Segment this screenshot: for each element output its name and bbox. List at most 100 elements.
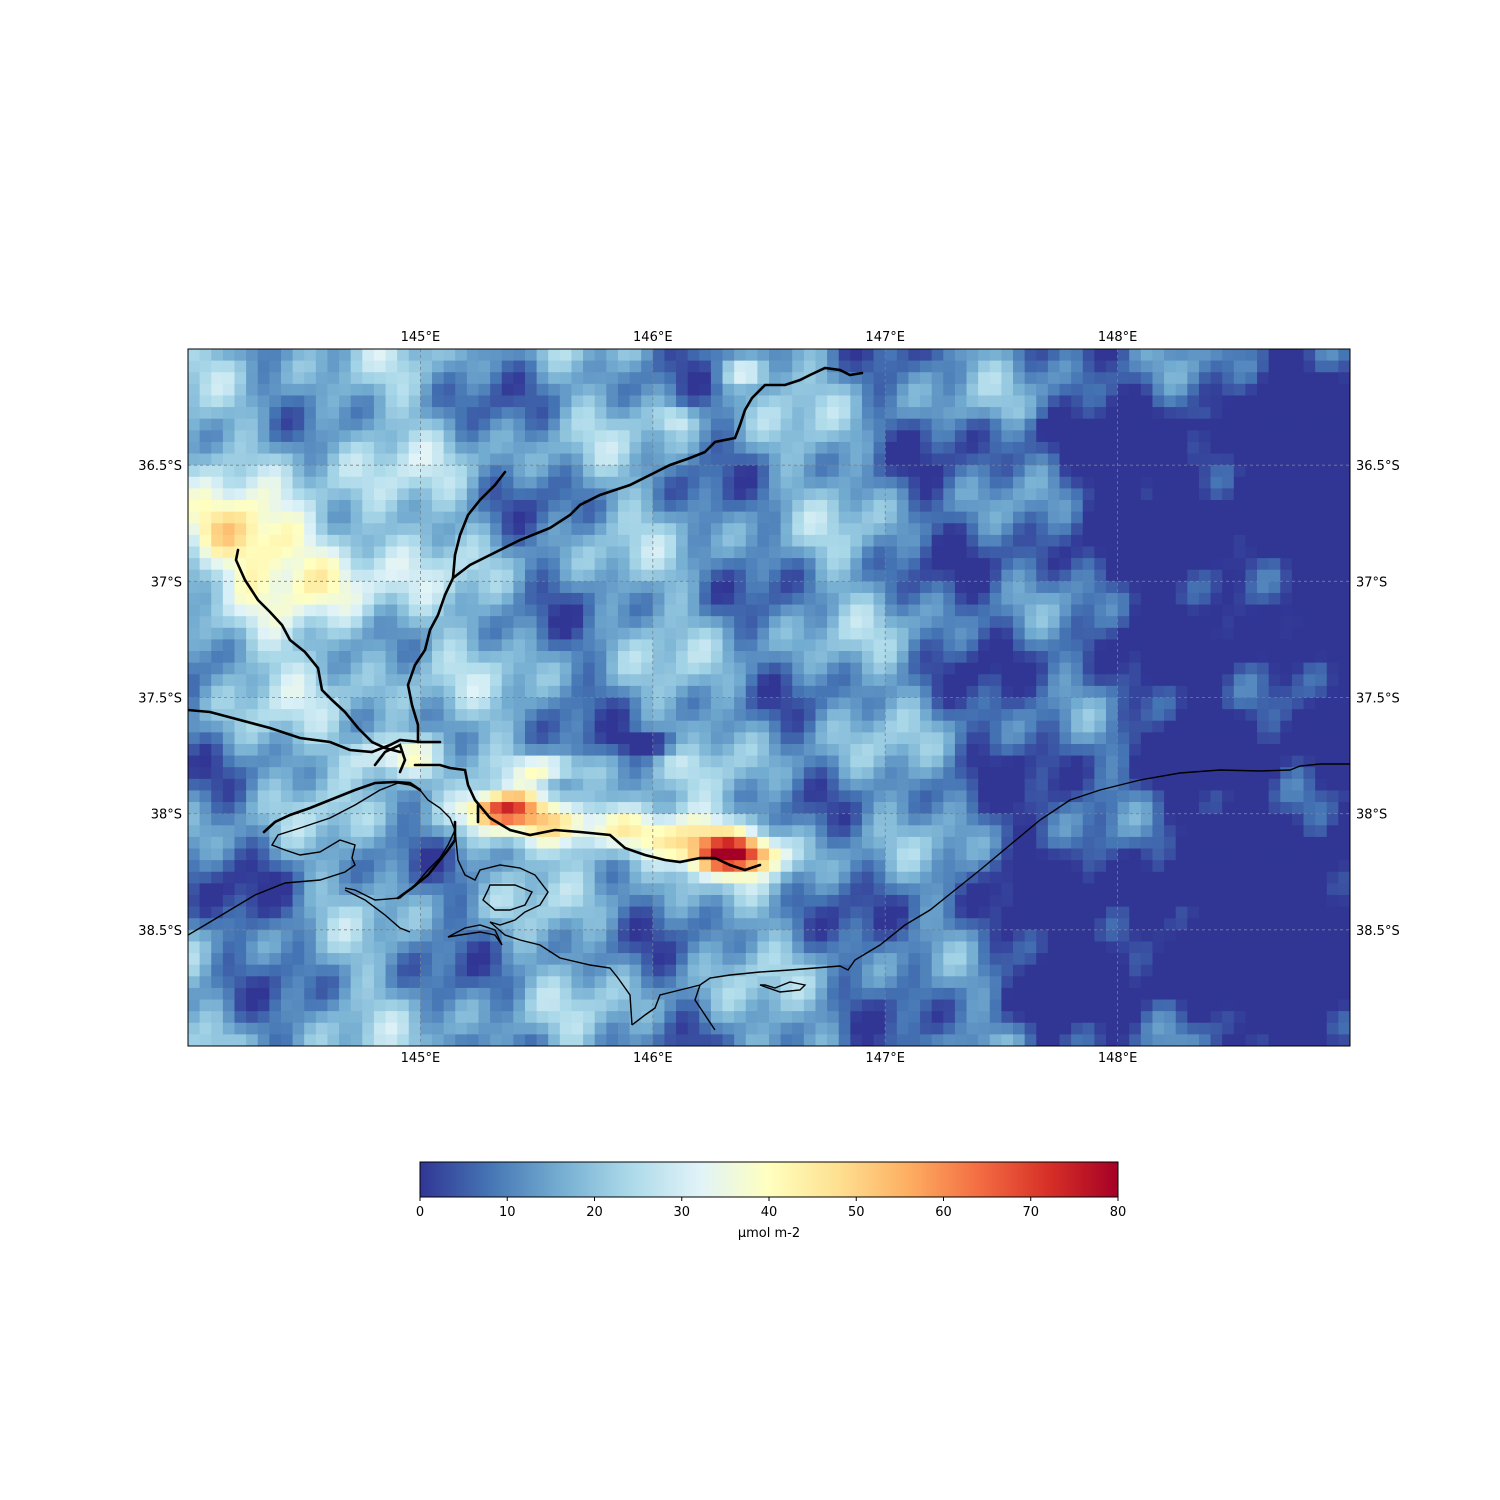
heatmap-cell	[966, 372, 979, 385]
heatmap-cell	[873, 383, 886, 397]
heatmap-cell	[734, 802, 747, 815]
heatmap-cell	[606, 500, 619, 513]
heatmap-cell	[1315, 860, 1328, 873]
heatmap-cell	[1129, 767, 1142, 780]
heatmap-cell	[966, 743, 979, 757]
heatmap-cell	[827, 767, 840, 780]
heatmap-cell	[304, 639, 317, 652]
heatmap-cell	[1291, 546, 1305, 559]
heatmap-cell	[397, 732, 410, 745]
heatmap-cell	[536, 755, 549, 768]
heatmap-cell	[734, 627, 747, 641]
heatmap-cell	[327, 465, 340, 478]
heatmap-cell	[362, 860, 375, 873]
heatmap-cell	[246, 616, 259, 629]
heatmap-cell	[1326, 778, 1339, 792]
heatmap-cell	[815, 372, 828, 385]
heatmap-cell	[722, 743, 735, 757]
heatmap-cell	[408, 430, 421, 443]
heatmap-cell	[548, 755, 561, 768]
heatmap-cell	[1222, 651, 1235, 664]
heatmap-cell	[315, 906, 329, 919]
heatmap-cell	[1326, 418, 1339, 431]
heatmap-cell	[408, 476, 421, 489]
heatmap-cell	[385, 720, 398, 733]
heatmap-cell	[385, 662, 398, 675]
heatmap-cell	[699, 674, 712, 687]
heatmap-cell	[222, 372, 236, 385]
heatmap-cell	[769, 813, 782, 826]
heatmap-cell	[827, 802, 840, 815]
heatmap-cell	[745, 732, 758, 745]
heatmap-cell	[1117, 558, 1130, 571]
heatmap-cell	[641, 500, 654, 513]
heatmap-cell	[478, 755, 491, 768]
heatmap-cell	[478, 430, 491, 443]
heatmap-cell	[1268, 813, 1281, 826]
heatmap-cell	[954, 453, 968, 466]
heatmap-cell	[211, 697, 224, 710]
heatmap-cell	[652, 349, 666, 362]
heatmap-cell	[501, 360, 514, 373]
heatmap-cell	[350, 534, 363, 548]
heatmap-cell	[385, 581, 398, 594]
heatmap-cell	[1001, 651, 1014, 664]
heatmap-cell	[1140, 453, 1154, 466]
heatmap-cell	[524, 732, 538, 745]
heatmap-cell	[780, 709, 793, 722]
heatmap-cell	[734, 836, 747, 850]
heatmap-cell	[188, 732, 201, 745]
heatmap-cell	[943, 395, 956, 408]
heatmap-cell	[838, 511, 851, 524]
heatmap-cell	[536, 604, 549, 617]
heatmap-cell	[524, 651, 538, 664]
heatmap-cell	[1024, 558, 1037, 571]
heatmap-cell	[629, 488, 642, 501]
heatmap-cell	[1013, 848, 1026, 861]
heatmap-cell	[1198, 581, 1212, 594]
heatmap-cell	[443, 860, 456, 873]
heatmap-cell	[606, 581, 619, 594]
heatmap-cell	[571, 418, 584, 431]
heatmap-cell	[1268, 709, 1281, 722]
heatmap-cell	[1164, 418, 1177, 431]
heatmap-cell	[1257, 860, 1270, 873]
heatmap-cell	[466, 592, 480, 606]
heatmap-cell	[617, 523, 631, 536]
heatmap-cell	[571, 732, 584, 745]
heatmap-cell	[896, 848, 910, 861]
heatmap-cell	[304, 592, 317, 606]
heatmap-cell	[676, 534, 689, 548]
heatmap-cell	[885, 627, 898, 641]
heatmap-cell	[885, 743, 898, 757]
heatmap-cell	[246, 441, 259, 455]
heatmap-cell	[989, 802, 1002, 815]
heatmap-cell	[199, 534, 212, 548]
heatmap-cell	[1338, 743, 1350, 757]
heatmap-cell	[815, 534, 828, 548]
heatmap-cell	[548, 674, 561, 687]
heatmap-cell	[954, 604, 968, 617]
heatmap-cell	[478, 534, 491, 548]
heatmap-cell	[757, 709, 770, 722]
heatmap-cell	[1059, 743, 1072, 757]
heatmap-cell	[676, 709, 689, 722]
heatmap-cell	[1257, 918, 1270, 931]
heatmap-cell	[513, 372, 526, 385]
heatmap-cell	[280, 592, 294, 606]
heatmap-cell	[1013, 441, 1026, 455]
heatmap-cell	[524, 441, 538, 455]
heatmap-cell	[339, 767, 352, 780]
heatmap-cell	[896, 558, 910, 571]
heatmap-cell	[1210, 894, 1223, 908]
heatmap-cell	[1198, 546, 1212, 559]
heatmap-cell	[1140, 813, 1154, 826]
heatmap-cell	[954, 523, 968, 536]
heatmap-cell	[827, 697, 840, 710]
heatmap-cell	[188, 918, 201, 931]
heatmap-cell	[397, 627, 410, 641]
heatmap-cell	[710, 743, 724, 757]
heatmap-cell	[1129, 569, 1142, 582]
heatmap-cell	[722, 407, 735, 420]
heatmap-cell	[757, 534, 770, 548]
